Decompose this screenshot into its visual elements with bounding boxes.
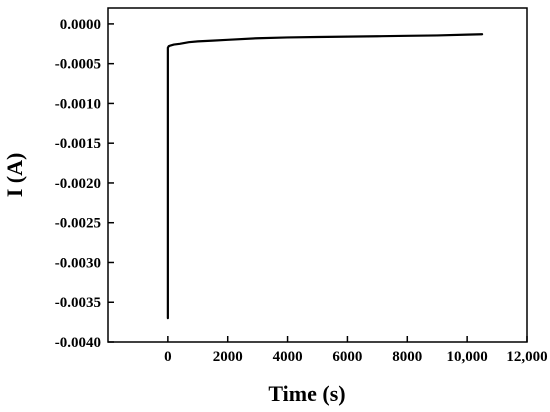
y-tick-label: 0.0000 [60,17,101,33]
y-tick-label: -0.0035 [55,295,101,311]
x-tick-label: 6000 [332,349,362,365]
y-tick-label: -0.0015 [55,136,101,152]
x-tick-label: 2000 [213,349,243,365]
x-tick-label: 10,000 [447,349,488,365]
y-tick-label: -0.0030 [55,255,101,271]
y-tick-label: -0.0005 [55,57,101,73]
y-axis-title: I (A) [2,153,27,198]
series-line [166,33,484,320]
x-tick-label: 0 [164,349,172,365]
plot-frame [107,7,528,343]
y-tick-label: -0.0040 [55,335,101,351]
x-tick-label: 8000 [392,349,422,365]
x-axis-title: Time (s) [268,381,345,406]
y-tick-label: -0.0020 [55,176,101,192]
x-tick-label: 12,000 [506,349,547,365]
y-tick-label: -0.0010 [55,96,101,112]
x-tick-label: 4000 [273,349,303,365]
y-tick-label: -0.0025 [55,216,101,232]
